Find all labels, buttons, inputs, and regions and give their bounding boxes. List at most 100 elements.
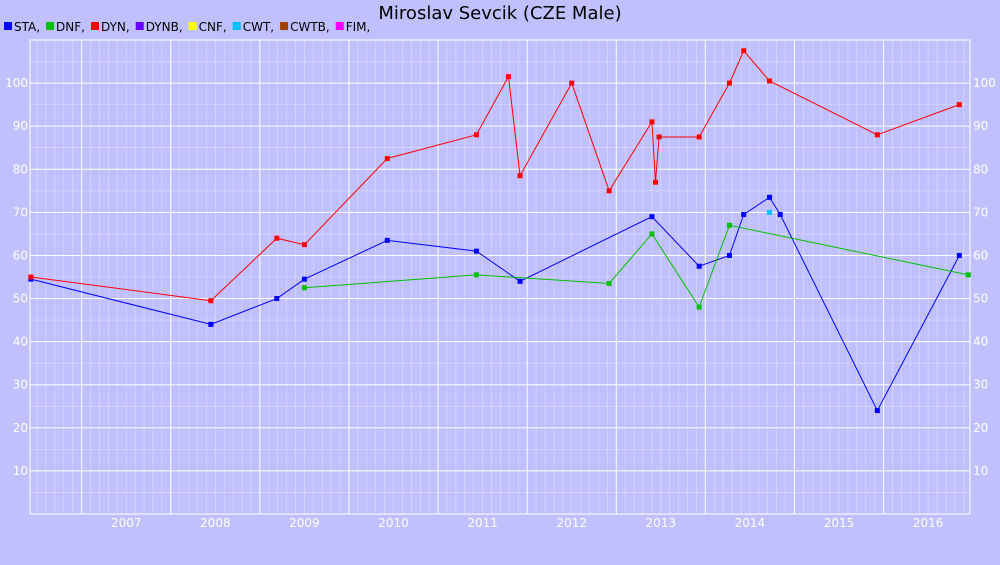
legend-label: DNF, [56, 20, 85, 34]
data-point [517, 278, 523, 284]
series-sta [28, 194, 962, 414]
legend-label: CNF, [199, 20, 227, 34]
y-tick-label-right: 10 [973, 464, 988, 478]
x-tick-label: 2011 [467, 516, 498, 530]
y-tick-label-right: 60 [973, 248, 988, 262]
y-axis: 10 10 20 20 30 30 40 40 50 50 60 60 70 70 80 80 90 90 100 1… [5, 76, 996, 478]
series-cwt [767, 209, 773, 215]
data-point [301, 242, 307, 248]
y-tick-label-right: 20 [973, 421, 988, 435]
data-point [301, 285, 307, 291]
x-tick-label: 2013 [646, 516, 677, 530]
y-tick-label-right: 30 [973, 378, 988, 392]
data-point [741, 48, 747, 54]
data-point [777, 212, 783, 218]
data-point [696, 134, 702, 140]
x-tick-label: 2008 [200, 516, 231, 530]
data-point [767, 194, 773, 200]
data-point [649, 119, 655, 125]
legend-swatch [280, 22, 289, 30]
data-point [208, 321, 214, 327]
y-tick-label-left: 50 [13, 292, 28, 306]
data-point [726, 222, 732, 228]
y-tick-label-left: 60 [13, 248, 28, 262]
y-tick-label-right: 80 [973, 162, 988, 176]
data-point [384, 156, 390, 161]
legend: STA, DNF, DYN, DYNB, CNF, CWT, CWTB, FIM, [4, 20, 370, 34]
data-point [301, 276, 307, 282]
plot-area: 2007 2008 2009 2010 2011 2012 2013 2014 2015 2016… [5, 39, 996, 530]
data-point [696, 263, 702, 269]
plot-frame [29, 39, 971, 515]
data-point [874, 132, 880, 138]
data-point [569, 80, 575, 86]
y-tick-label-left: 70 [13, 205, 28, 219]
x-tick-label: 2014 [735, 516, 766, 530]
legend-swatch [135, 22, 144, 30]
legend-item: DNF, [46, 20, 85, 34]
data-point [517, 173, 523, 179]
y-tick-label-left: 20 [13, 421, 28, 435]
data-point [649, 214, 655, 220]
data-point [606, 188, 612, 194]
data-point [652, 179, 658, 185]
legend-swatch [46, 22, 55, 30]
legend-swatch [188, 22, 197, 30]
data-point [767, 209, 773, 215]
data-point [473, 248, 479, 254]
y-tick-label-left: 40 [13, 335, 28, 349]
legend-item: DYNB, [135, 20, 183, 34]
legend-item: STA, [4, 20, 40, 34]
x-tick-label: 2016 [913, 516, 944, 530]
data-point [208, 298, 214, 304]
data-point [649, 231, 655, 237]
data-point [384, 237, 390, 243]
data-point [606, 280, 612, 286]
data-point [28, 274, 34, 280]
data-point [656, 134, 662, 140]
legend-label: CWT, [243, 20, 274, 34]
data-point [274, 296, 280, 302]
y-tick-label-left: 30 [13, 378, 28, 392]
chart-title: Miroslav Sevcik (CZE Male) [378, 3, 621, 24]
data-point [726, 252, 732, 258]
x-tick-label: 2015 [824, 516, 855, 530]
data-point [274, 235, 280, 241]
series-dnf [301, 222, 971, 310]
x-tick-label: 2012 [556, 516, 587, 530]
data-point [956, 252, 962, 258]
legend-item: FIM, [335, 20, 371, 34]
legend-swatch [90, 22, 99, 30]
data-point [696, 304, 702, 310]
data-point [767, 78, 773, 84]
y-tick-label-left: 10 [13, 464, 28, 478]
legend-item: CWT, [232, 20, 274, 34]
legend-label: DYN, [101, 20, 130, 34]
legend-item: CNF, [188, 20, 227, 34]
data-point [741, 212, 747, 218]
legend-label: DYNB, [146, 20, 183, 34]
legend-label: FIM, [346, 20, 371, 34]
y-tick-label-left: 100 [5, 76, 28, 90]
y-tick-label-right: 50 [973, 292, 988, 306]
y-tick-label-left: 80 [13, 162, 28, 176]
legend-item: CWTB, [280, 20, 330, 34]
grid [30, 40, 970, 514]
legend-swatch [4, 22, 12, 30]
y-tick-label-right: 70 [973, 205, 988, 219]
x-tick-label: 2010 [378, 516, 409, 530]
legend-swatch [232, 22, 241, 30]
data-point [874, 408, 880, 414]
x-axis: 2007 2008 2009 2010 2011 2012 2013 2014 2015 2016 [111, 516, 943, 530]
legend-swatch [335, 22, 344, 30]
data-point [505, 74, 511, 80]
y-tick-label-right: 100 [973, 76, 996, 90]
data-point [473, 132, 479, 138]
x-tick-label: 2007 [111, 516, 142, 530]
data-point [473, 272, 479, 278]
x-tick-label: 2009 [289, 516, 320, 530]
data-point [965, 272, 971, 278]
data-point [726, 80, 732, 86]
legend-label: STA, [14, 20, 40, 34]
